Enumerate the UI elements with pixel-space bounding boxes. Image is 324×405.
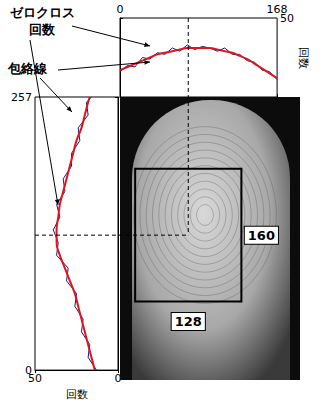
- svg-text:回数: 回数: [29, 22, 56, 37]
- svg-text:0: 0: [114, 372, 122, 386]
- svg-text:ゼロクロス: ゼロクロス: [10, 5, 75, 20]
- svg-text:128: 128: [175, 314, 202, 329]
- svg-text:50: 50: [280, 11, 295, 25]
- svg-text:回数: 回数: [297, 47, 310, 69]
- svg-text:0: 0: [117, 3, 124, 16]
- svg-text:50: 50: [28, 372, 42, 385]
- svg-text:160: 160: [248, 228, 275, 243]
- svg-text:包絡線: 包絡線: [7, 61, 48, 76]
- svg-text:回数: 回数: [66, 388, 88, 401]
- svg-text:257: 257: [11, 91, 32, 104]
- svg-text:168: 168: [267, 3, 288, 16]
- svg-text:0: 0: [25, 363, 32, 377]
